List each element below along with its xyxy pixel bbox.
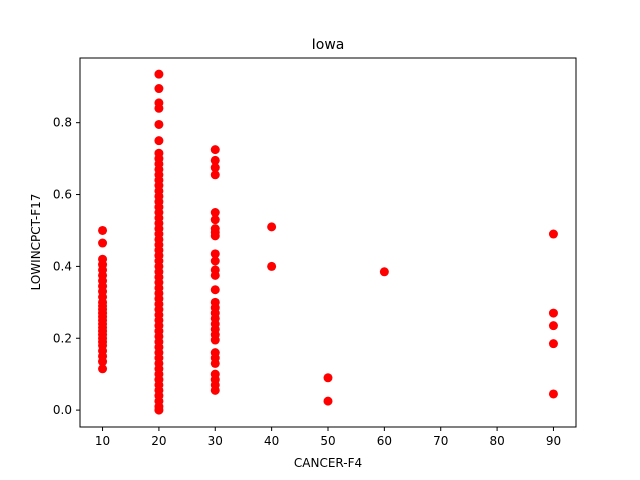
x-tick-label: 40 bbox=[264, 434, 279, 448]
data-point bbox=[98, 357, 108, 367]
chart-title: Iowa bbox=[312, 37, 345, 53]
data-point bbox=[548, 389, 558, 399]
data-point bbox=[323, 396, 333, 406]
y-tick-label: 0.4 bbox=[53, 259, 72, 273]
y-axis-label: LOWINCPCT-F17 bbox=[29, 194, 43, 291]
x-tick-label: 70 bbox=[433, 434, 448, 448]
data-point bbox=[323, 373, 333, 383]
y-tick-label: 0.2 bbox=[53, 331, 72, 345]
plot-frame bbox=[79, 57, 577, 428]
x-axis-ticks: 10 20 30 40 50 60 70 80 90 bbox=[95, 427, 561, 448]
y-axis-ticks: 0.0 0.2 0.4 0.6 0.8 bbox=[53, 116, 80, 417]
data-point bbox=[210, 270, 220, 280]
x-tick-label: 20 bbox=[151, 434, 166, 448]
x-tick-label: 30 bbox=[208, 434, 223, 448]
data-point bbox=[210, 155, 220, 165]
data-point bbox=[154, 103, 164, 113]
data-point bbox=[98, 225, 108, 235]
data-point bbox=[154, 69, 164, 79]
y-tick-label: 0.8 bbox=[53, 116, 72, 130]
data-point bbox=[154, 405, 164, 415]
y-tick-label: 0.0 bbox=[53, 403, 72, 417]
data-point bbox=[98, 364, 108, 374]
data-point bbox=[267, 222, 277, 232]
data-point bbox=[210, 145, 220, 155]
data-point bbox=[210, 358, 220, 368]
x-tick-label: 90 bbox=[546, 434, 561, 448]
data-point bbox=[210, 215, 220, 225]
data-point bbox=[154, 119, 164, 129]
data-point bbox=[154, 136, 164, 146]
x-tick-label: 80 bbox=[489, 434, 504, 448]
data-point bbox=[210, 385, 220, 395]
data-points bbox=[98, 69, 558, 415]
data-point bbox=[210, 231, 220, 241]
data-point bbox=[210, 335, 220, 345]
data-point bbox=[267, 261, 277, 271]
data-point bbox=[210, 285, 220, 295]
data-point bbox=[548, 339, 558, 349]
data-point bbox=[98, 238, 108, 248]
data-point bbox=[210, 163, 220, 173]
data-point bbox=[548, 308, 558, 318]
x-tick-label: 50 bbox=[320, 434, 335, 448]
y-tick-label: 0.6 bbox=[53, 188, 72, 202]
data-point bbox=[210, 208, 220, 217]
x-axis-label: CANCER-F4 bbox=[294, 456, 362, 470]
data-point bbox=[548, 321, 558, 331]
x-tick-label: 60 bbox=[377, 434, 392, 448]
data-point bbox=[379, 267, 389, 277]
data-point bbox=[154, 84, 164, 94]
x-tick-label: 10 bbox=[95, 434, 110, 448]
data-point bbox=[548, 229, 558, 239]
data-point bbox=[210, 170, 220, 180]
data-point bbox=[210, 249, 220, 259]
data-point bbox=[210, 256, 220, 266]
